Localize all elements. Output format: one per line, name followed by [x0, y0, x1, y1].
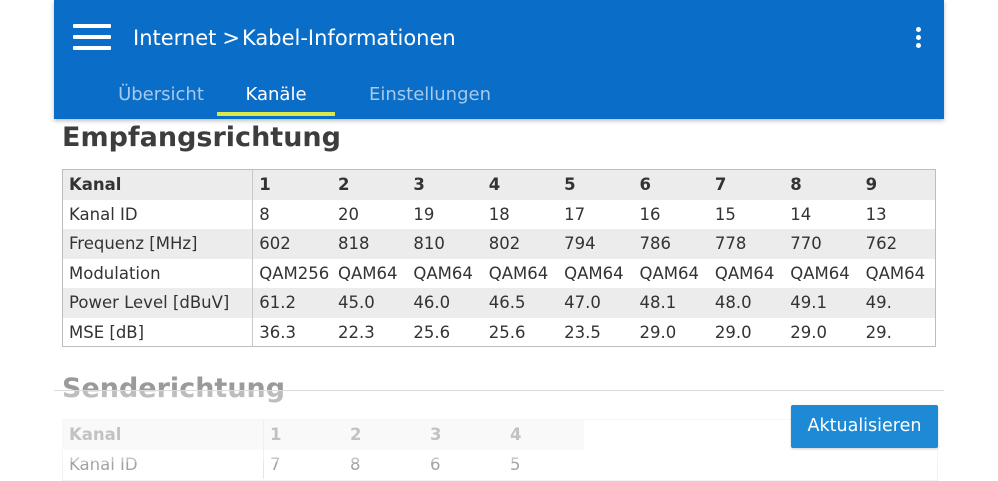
table-cell: 17: [558, 199, 634, 229]
row-label: Modulation: [63, 258, 254, 288]
vertical-ellipsis-icon[interactable]: [910, 24, 926, 52]
table-cell: 9: [859, 170, 935, 200]
table-cell: 602: [252, 229, 332, 259]
table-cell: 49.: [859, 288, 935, 318]
page-title: Kabel-Informationen: [242, 26, 456, 50]
table-cell: 810: [407, 229, 483, 259]
table-cell: 6: [633, 170, 709, 200]
app-bar: Internet >Kabel-Informationen Übersicht K…: [54, 0, 944, 119]
table-cell: 48.0: [708, 288, 785, 318]
table-cell: 29.0: [708, 317, 785, 346]
table-cell: QAM64: [482, 258, 559, 288]
table-cell: 29.: [859, 317, 935, 346]
table-cell: 762: [859, 229, 935, 259]
table-row: Modulation QAM256 QAM64 QAM64 QAM64 QAM64 QAM6…: [63, 258, 935, 288]
table-row: Power Level [dBuV] 61.2 45.0 46.0 46.5 47.0 48…: [63, 288, 935, 318]
table-cell: 8: [784, 170, 860, 200]
table-cell: 45.0: [331, 288, 408, 318]
table-cell: 13: [859, 199, 935, 229]
table-cell: 3: [407, 170, 483, 200]
table-cell: QAM64: [859, 258, 935, 288]
table-cell: 25.6: [407, 317, 483, 346]
table-cell: 18: [482, 199, 559, 229]
table-row: MSE [dB] 36.3 22.3 25.6 25.6 23.5 29.0 29.0 29.0…: [63, 317, 935, 346]
table-cell: 36.3: [252, 317, 332, 346]
table-cell: 1: [263, 420, 344, 450]
row-label: Frequenz [MHz]: [63, 229, 254, 259]
table-cell: 778: [708, 229, 785, 259]
table-cell: 46.0: [407, 288, 483, 318]
table-cell: 46.5: [482, 288, 559, 318]
tab-kanaele[interactable]: Kanäle: [217, 76, 335, 119]
table-cell: 3: [424, 420, 504, 450]
row-label: Kanal ID: [63, 199, 254, 229]
row-label: Kanal: [63, 420, 264, 450]
table-cell: 794: [558, 229, 634, 259]
table-row: Kanal 1 2 3 4: [63, 420, 584, 450]
table-cell: 818: [331, 229, 408, 259]
breadcrumb: Internet >Kabel-Informationen: [133, 24, 456, 52]
table-cell: 4: [482, 170, 559, 200]
table-row: Kanal ID 8 20 19 18 17 16 15 14 13: [63, 199, 935, 229]
table-cell: 49.1: [784, 288, 860, 318]
table-cell: 2: [331, 170, 408, 200]
table-cell: 1: [252, 170, 332, 200]
table-cell: 16: [633, 199, 709, 229]
breadcrumb-separator: >: [222, 26, 240, 50]
table-cell: 29.0: [784, 317, 860, 346]
table-cell: 48.1: [633, 288, 709, 318]
table-cell: 8: [252, 199, 332, 229]
table-cell: QAM64: [331, 258, 408, 288]
table-cell: QAM256: [252, 258, 332, 288]
table-cell: QAM64: [708, 258, 785, 288]
table-cell: 7: [708, 170, 785, 200]
table-row: Frequenz [MHz] 602 818 810 802 794 786 778 770 76…: [63, 229, 935, 259]
table-cell: 25.6: [482, 317, 559, 346]
table-cell: 22.3: [331, 317, 408, 346]
section-title-upstream: Senderichtung: [62, 373, 286, 404]
table-cell: 5: [558, 170, 634, 200]
tab-einstellungen[interactable]: Einstellungen: [368, 84, 492, 105]
table-cell: QAM64: [633, 258, 709, 288]
table-cell: 2: [344, 420, 424, 450]
table-row: Kanal 1 2 3 4 5 6 7 8 9: [63, 170, 935, 200]
table-cell: 23.5: [558, 317, 634, 346]
tab-uebersicht[interactable]: Übersicht: [118, 84, 204, 105]
row-label: Kanal: [63, 170, 254, 200]
refresh-button[interactable]: Aktualisieren: [791, 405, 938, 448]
table-cell: 20: [331, 199, 408, 229]
table-cell: 770: [784, 229, 860, 259]
table-cell: 47.0: [558, 288, 634, 318]
table-cell: 29.0: [633, 317, 709, 346]
row-label: Power Level [dBuV]: [63, 288, 254, 318]
section-title-downstream: Empfangsrichtung: [62, 122, 341, 153]
row-label: MSE [dB]: [63, 317, 254, 346]
breadcrumb-parent[interactable]: Internet: [133, 26, 217, 50]
table-cell: 14: [784, 199, 860, 229]
table-cell: 61.2: [252, 288, 332, 318]
table-cell: 786: [633, 229, 709, 259]
hamburger-menu-icon[interactable]: [73, 24, 113, 52]
table-cell: 19: [407, 199, 483, 229]
downstream-table-container[interactable]: Kanal 1 2 3 4 5 6 7 8 9 Kanal ID 8 20 19 18 17 16 15 14 13 F…: [62, 169, 936, 347]
table-cell: 15: [708, 199, 785, 229]
table-cell: QAM64: [407, 258, 483, 288]
table-cell: 802: [482, 229, 559, 259]
table-cell: QAM64: [558, 258, 634, 288]
tab-bar: Übersicht Kanäle Einstellungen: [54, 76, 944, 119]
table-cell: QAM64: [784, 258, 860, 288]
table-cell: 4: [504, 420, 584, 450]
downstream-table: Kanal 1 2 3 4 5 6 7 8 9 Kanal ID 8 20 19 18 17 16 15 14 13 F…: [63, 170, 935, 346]
